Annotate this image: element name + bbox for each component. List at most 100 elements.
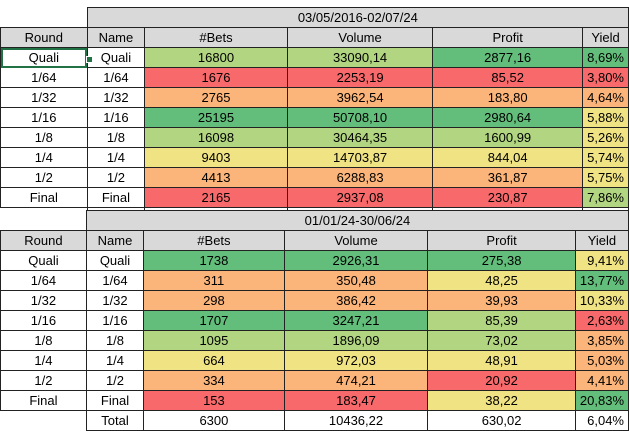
cell-volume[interactable]: 6288,83: [286, 167, 434, 188]
cell-yield[interactable]: 3,80%: [582, 67, 629, 88]
column-header-round[interactable]: Round: [0, 230, 87, 251]
cell-round[interactable]: 1/64: [0, 67, 88, 88]
cell-name[interactable]: 1/16: [85, 310, 145, 331]
cell-name[interactable]: 1/16: [86, 107, 146, 128]
cell-yield[interactable]: 2,63%: [574, 310, 629, 331]
date-range-title[interactable]: 03/05/2016-02/07/24: [86, 7, 629, 28]
cell-name[interactable]: Quali: [85, 250, 145, 271]
cell-round[interactable]: 1/32: [0, 290, 87, 311]
cell-name[interactable]: 1/8: [86, 127, 146, 148]
cell-yield[interactable]: 8,69%: [582, 47, 629, 68]
cell-volume[interactable]: 474,21: [283, 370, 429, 391]
cell-name[interactable]: 1/4: [86, 147, 146, 168]
cell-name[interactable]: 1/4: [85, 350, 145, 371]
cell-round[interactable]: 1/16: [0, 107, 88, 128]
cell-profit[interactable]: 361,87: [432, 167, 584, 188]
cell-round[interactable]: 1/2: [0, 370, 87, 391]
cell-volume[interactable]: 3247,21: [283, 310, 429, 331]
column-header-yield[interactable]: Yield: [582, 27, 629, 48]
cell-bets[interactable]: 311: [143, 270, 285, 291]
cell-volume[interactable]: 1896,09: [283, 330, 429, 351]
cell-name[interactable]: 1/32: [85, 290, 145, 311]
cell-bets[interactable]: 2765: [144, 87, 288, 108]
cell-volume[interactable]: 2926,31: [283, 250, 429, 271]
total-volume[interactable]: 10436,22: [283, 410, 429, 431]
cell-yield[interactable]: 7,86%: [582, 187, 629, 208]
cell-bets[interactable]: 1707: [143, 310, 285, 331]
cell-name[interactable]: 1/2: [86, 167, 146, 188]
cell-round[interactable]: 1/2: [0, 167, 88, 188]
cell-yield[interactable]: 3,85%: [574, 330, 629, 351]
cell-yield[interactable]: 5,74%: [582, 147, 629, 168]
cell-bets[interactable]: 9403: [144, 147, 288, 168]
blank-cell[interactable]: [0, 210, 87, 231]
cell-round[interactable]: Final: [0, 187, 88, 208]
cell-name[interactable]: 1/64: [86, 67, 146, 88]
cell-bets[interactable]: 1738: [143, 250, 285, 271]
cell-yield[interactable]: 5,75%: [582, 167, 629, 188]
cell-yield[interactable]: 4,41%: [574, 370, 629, 391]
total-bets[interactable]: 6300: [143, 410, 285, 431]
cell-volume[interactable]: 30464,35: [286, 127, 434, 148]
cell-yield[interactable]: 4,64%: [582, 87, 629, 108]
cell-bets[interactable]: 1095: [143, 330, 285, 351]
cell-bets[interactable]: 16098: [144, 127, 288, 148]
blank-cell[interactable]: [0, 7, 88, 28]
cell-yield[interactable]: 5,26%: [582, 127, 629, 148]
cell-bets[interactable]: 25195: [144, 107, 288, 128]
cell-name[interactable]: 1/2: [85, 370, 145, 391]
cell-name[interactable]: Final: [86, 187, 146, 208]
column-header-name[interactable]: Name: [85, 230, 145, 251]
cell-profit[interactable]: 20,92: [427, 370, 576, 391]
cell-volume[interactable]: 33090,14: [286, 47, 434, 68]
column-header-profit[interactable]: Profit: [427, 230, 576, 251]
cell-round[interactable]: Quali: [0, 250, 87, 271]
cell-volume[interactable]: 350,48: [283, 270, 429, 291]
cell-round[interactable]: 1/32: [0, 87, 88, 108]
blank-cell[interactable]: [0, 410, 87, 431]
total-label[interactable]: Total: [85, 410, 145, 431]
column-header-name[interactable]: Name: [86, 27, 146, 48]
cell-profit[interactable]: 2980,64: [432, 107, 584, 128]
cell-bets[interactable]: 334: [143, 370, 285, 391]
cell-bets[interactable]: 298: [143, 290, 285, 311]
cell-name[interactable]: 1/32: [86, 87, 146, 108]
column-header-num-bets[interactable]: #Bets: [143, 230, 285, 251]
cell-bets[interactable]: 2165: [144, 187, 288, 208]
cell-volume[interactable]: 3962,54: [286, 87, 434, 108]
cell-round[interactable]: 1/4: [0, 147, 88, 168]
cell-bets[interactable]: 1676: [144, 67, 288, 88]
cell-yield[interactable]: 10,33%: [574, 290, 629, 311]
column-header-volume[interactable]: Volume: [286, 27, 434, 48]
cell-name[interactable]: 1/8: [85, 330, 145, 351]
cell-yield[interactable]: 5,03%: [574, 350, 629, 371]
cell-profit[interactable]: 844,04: [432, 147, 584, 168]
cell-bets[interactable]: 4413: [144, 167, 288, 188]
cell-volume[interactable]: 2937,08: [286, 187, 434, 208]
cell-volume[interactable]: 50708,10: [286, 107, 434, 128]
cell-profit[interactable]: 230,87: [432, 187, 584, 208]
column-header-num-bets[interactable]: #Bets: [144, 27, 288, 48]
cell-profit[interactable]: 275,38: [427, 250, 576, 271]
column-header-profit[interactable]: Profit: [432, 27, 584, 48]
cell-round[interactable]: 1/8: [0, 330, 87, 351]
date-range-title[interactable]: 01/01/24-30/06/24: [85, 210, 629, 231]
cell-volume[interactable]: 2253,19: [286, 67, 434, 88]
fill-handle[interactable]: [86, 56, 93, 63]
cell-yield[interactable]: 5,88%: [582, 107, 629, 128]
cell-name[interactable]: 1/64: [85, 270, 145, 291]
cell-round[interactable]: 1/64: [0, 270, 87, 291]
cell-round[interactable]: 1/4: [0, 350, 87, 371]
cell-profit[interactable]: 2877,16: [432, 47, 584, 68]
cell-volume[interactable]: 14703,87: [286, 147, 434, 168]
cell-volume[interactable]: 386,42: [283, 290, 429, 311]
column-header-round[interactable]: Round: [0, 27, 88, 48]
cell-round[interactable]: 1/8: [0, 127, 88, 148]
cell-profit[interactable]: 85,52: [432, 67, 584, 88]
cell-profit[interactable]: 1600,99: [432, 127, 584, 148]
cell-bets[interactable]: 664: [143, 350, 285, 371]
cell-profit[interactable]: 183,80: [432, 87, 584, 108]
cell-round[interactable]: 1/16: [0, 310, 87, 331]
cell-profit[interactable]: 73,02: [427, 330, 576, 351]
column-header-yield[interactable]: Yield: [574, 230, 629, 251]
